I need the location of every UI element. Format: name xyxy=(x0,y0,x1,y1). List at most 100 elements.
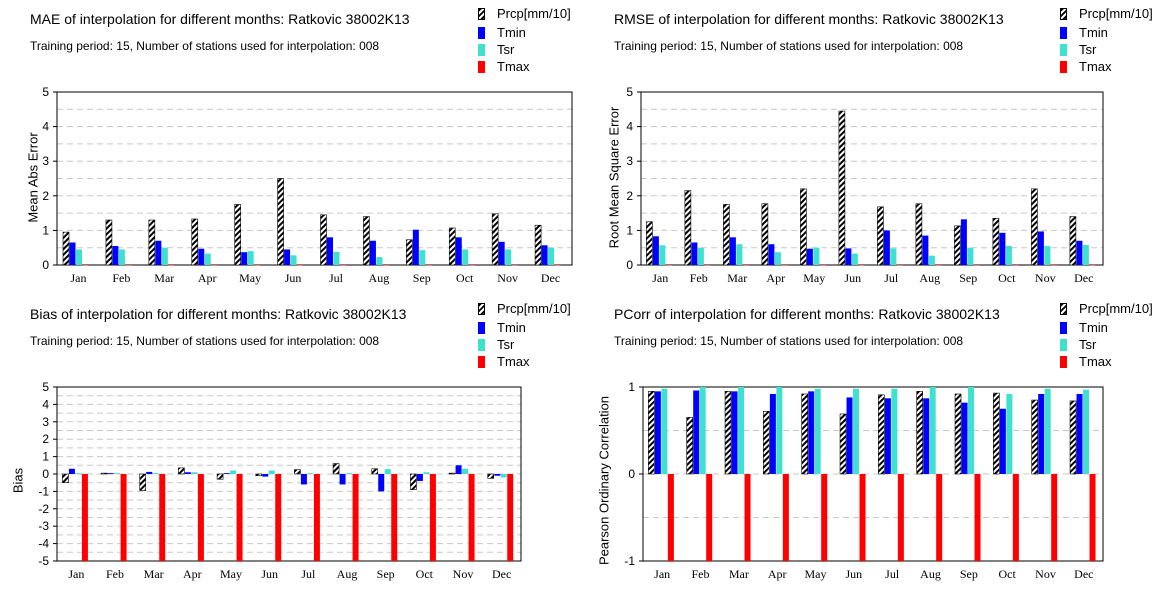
bar-prcp-apr xyxy=(178,467,185,475)
bar-prcp-nov xyxy=(448,472,456,475)
bar-prcp-oct xyxy=(410,473,417,490)
legend-swatch-tsr xyxy=(478,43,485,56)
bar-prcp-may xyxy=(800,188,807,266)
bar-prcp-mar xyxy=(139,473,147,491)
y-tick-label: 5 xyxy=(42,85,49,99)
bar-tsr-aug xyxy=(376,257,383,265)
bar-tmax-jan xyxy=(665,265,672,266)
bar-tmax-nov xyxy=(1051,474,1058,561)
chart-title: RMSE of interpolation for different mont… xyxy=(614,11,1004,27)
bar-tmax-jan xyxy=(82,265,89,266)
chart-subtitle: Training period: 15, Number of stations … xyxy=(30,39,380,53)
bar-prcp-oct xyxy=(992,217,1000,266)
bar-tsr-feb xyxy=(118,249,125,265)
legend-label: Prcp[mm/10] xyxy=(497,6,571,21)
bar-prcp-apr xyxy=(761,203,769,266)
bar-tmin-aug xyxy=(922,235,929,265)
bar-tmin-nov xyxy=(1037,231,1044,265)
bar-tsr-feb xyxy=(699,387,706,474)
bar-tsr-jan xyxy=(659,245,666,265)
bar-tmax-oct xyxy=(429,474,436,561)
bar-tsr-jul xyxy=(890,248,897,265)
x-tick-label: Mar xyxy=(154,271,174,285)
bar-tsr-apr xyxy=(774,252,781,265)
y-tick-label: 2 xyxy=(42,432,49,446)
legend-label: Tmin xyxy=(1079,25,1108,40)
legend-label: Tmin xyxy=(1079,320,1108,335)
x-tick-label: Feb xyxy=(690,271,708,285)
bar-prcp-sep xyxy=(406,239,413,266)
x-tick-label: Jan xyxy=(654,567,670,581)
chart-plot-area: 0 1 2 3 4 5 Jan Feb Mar Apr May Jun Jul Aug Sep Oct Nov D… xyxy=(42,85,573,285)
bar-tmin-nov xyxy=(1038,393,1045,474)
legend-item-tmin: Tmin xyxy=(1060,25,1108,40)
bar-prcp-jan xyxy=(646,221,653,266)
bar-prcp-aug xyxy=(915,203,923,266)
bar-tmin-oct xyxy=(416,474,423,481)
legend-label: Prcp[mm/10] xyxy=(1079,6,1153,21)
x-tick-label: Jun xyxy=(261,567,278,581)
bar-tmax-apr xyxy=(211,265,218,266)
bar-tmax-aug xyxy=(352,474,359,561)
bar-prcp-jul xyxy=(320,214,327,266)
bar-prcp-dec xyxy=(1069,216,1077,266)
bar-tmax-mar xyxy=(168,265,175,266)
y-tick-label: -1 xyxy=(38,484,49,498)
bar-prcp-apr xyxy=(763,411,770,475)
bar-tsr-oct xyxy=(1005,245,1012,265)
bar-prcp-jul xyxy=(878,394,885,475)
legend-label: Tmin xyxy=(497,320,526,335)
bar-tmax-dec xyxy=(1089,474,1096,561)
chart-title: PCorr of interpolation for different mon… xyxy=(614,306,1000,322)
bar-prcp-nov xyxy=(1031,188,1038,266)
bar-tsr-nov xyxy=(505,249,512,265)
bar-tmax-mar xyxy=(159,474,166,561)
x-tick-label: May xyxy=(803,271,825,285)
bar-tsr-mar xyxy=(736,244,743,265)
bar-tmin-aug xyxy=(369,240,376,265)
chart-panel-mae: MAE of interpolation for different month… xyxy=(0,0,583,294)
bar-tsr-jan xyxy=(76,249,83,265)
x-tick-label: Sep xyxy=(377,567,395,581)
legend-label: Tsr xyxy=(497,42,515,57)
bar-prcp-jan xyxy=(62,231,70,266)
x-tick-label: May xyxy=(805,567,827,581)
bar-tmin-jul xyxy=(300,474,307,485)
bar-tmin-may xyxy=(241,252,248,265)
bar-tmax-feb xyxy=(704,265,711,266)
legend-swatch-prcp xyxy=(1060,302,1067,315)
bar-tsr-oct xyxy=(462,249,469,265)
bar-tmin-oct xyxy=(999,232,1006,265)
y-tick-label: 1 xyxy=(628,380,635,394)
chart-subtitle: Training period: 15, Number of stations … xyxy=(30,334,380,348)
x-tick-label: Sep xyxy=(960,567,978,581)
bar-tsr-sep xyxy=(967,247,974,265)
bar-tmax-aug xyxy=(935,265,942,266)
bar-tmax-sep xyxy=(974,474,981,561)
x-tick-label: Nov xyxy=(453,567,474,581)
chart-plot-area: 0 1 2 3 4 5 Jan Feb Mar Apr May Jun Jul Aug Sep Oct Nov D… xyxy=(626,85,1104,285)
bar-tmax-nov xyxy=(1050,265,1057,266)
legend-label: Tmax xyxy=(1079,59,1112,74)
y-tick-label: 4 xyxy=(42,397,49,411)
y-tick-label: 4 xyxy=(42,120,49,134)
x-tick-label: Dec xyxy=(1074,567,1093,581)
x-tick-label: May xyxy=(239,271,261,285)
bar-tmin-dec xyxy=(541,245,548,265)
bar-tsr-sep xyxy=(384,469,391,474)
legend-label: Tmax xyxy=(497,354,530,369)
chart-panel-pcorr: PCorr of interpolation for different mon… xyxy=(584,295,1167,589)
bar-tmin-jun xyxy=(284,249,291,265)
bar-prcp-jul xyxy=(877,206,884,266)
bar-prcp-may xyxy=(216,473,224,480)
bar-tsr-jul xyxy=(333,251,340,265)
bar-tmax-dec xyxy=(554,265,561,266)
bar-tsr-may xyxy=(814,388,821,474)
bar-prcp-jan xyxy=(648,391,655,475)
bar-tmin-mar xyxy=(731,391,738,474)
bar-tmax-apr xyxy=(782,474,789,561)
bar-tsr-aug xyxy=(929,387,936,474)
bar-tmin-jul xyxy=(884,398,891,474)
bar-tmax-sep xyxy=(425,265,432,266)
chart-title: Bias of interpolation for different mont… xyxy=(30,306,407,322)
